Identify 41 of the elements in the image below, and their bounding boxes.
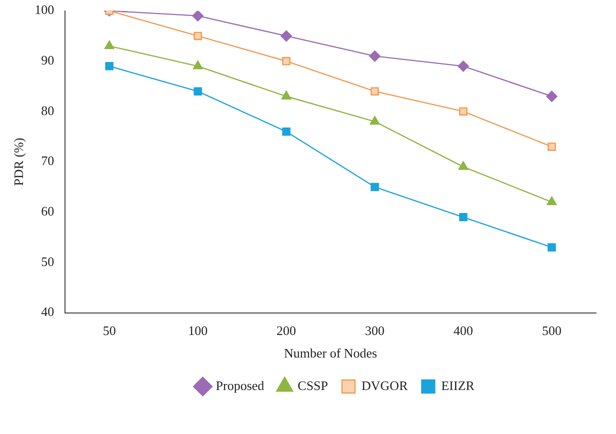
legend-label: CSSP <box>298 378 328 393</box>
y-tick-label: 60 <box>41 204 54 219</box>
x-tick-label: 200 <box>276 323 296 338</box>
y-tick-label: 80 <box>41 102 54 118</box>
x-tick-label: 400 <box>454 323 474 338</box>
point <box>194 32 202 40</box>
point <box>546 196 557 206</box>
point <box>282 127 290 136</box>
point <box>548 142 556 151</box>
point <box>280 30 292 42</box>
point <box>104 40 114 50</box>
legend-label: EIIZR <box>441 378 475 393</box>
x-tick-label: 100 <box>188 323 208 338</box>
point <box>458 60 469 72</box>
y-tick-label: 50 <box>41 254 54 269</box>
point <box>370 116 380 125</box>
y-tick-label: 100 <box>34 2 54 18</box>
point <box>459 107 468 116</box>
point <box>192 10 204 22</box>
point <box>105 62 114 70</box>
point <box>282 57 290 66</box>
y-tick-label: 90 <box>41 52 54 68</box>
x-tick-label: 500 <box>542 323 562 338</box>
legend-label: Proposed <box>216 378 265 393</box>
x-tick-label: 300 <box>365 323 385 338</box>
point <box>194 87 202 96</box>
legend-label: DVGOR <box>362 378 408 393</box>
y-tick-label: 70 <box>41 153 54 168</box>
y-axis-title: PDR (%) <box>11 138 26 186</box>
x-tick-label: 50 <box>102 323 116 338</box>
point <box>192 60 203 70</box>
point <box>281 90 292 100</box>
point <box>458 161 468 170</box>
point <box>370 87 379 96</box>
point <box>546 90 558 102</box>
point <box>459 213 468 222</box>
x-axis-title: Number of Nodes <box>284 346 378 361</box>
y-tick-label: 40 <box>41 304 54 320</box>
point <box>548 243 556 252</box>
point <box>370 182 379 192</box>
point <box>369 50 380 62</box>
